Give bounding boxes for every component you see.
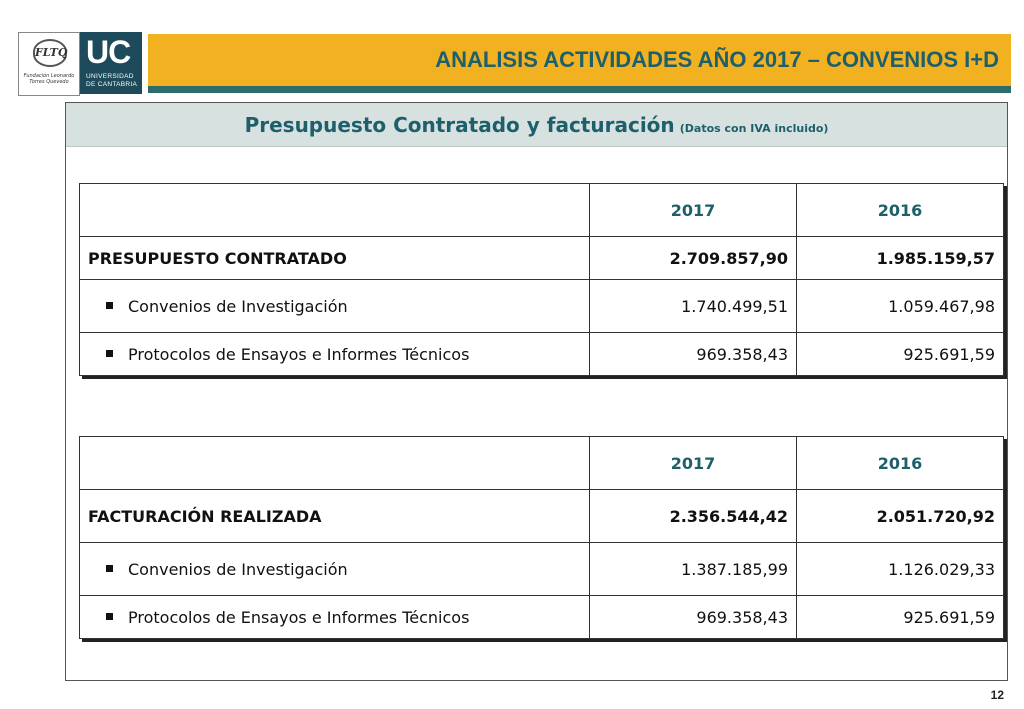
table-row: Convenios de Investigación 1.740.499,51 … xyxy=(79,279,1004,333)
row-label-cell: Protocolos de Ensayos e Informes Técnico… xyxy=(79,595,590,639)
table-row: Convenios de Investigación 1.387.185,99 … xyxy=(79,542,1004,596)
uc-logo-line-2: DE CANTABRIA xyxy=(86,81,138,88)
bullet-icon xyxy=(106,564,113,572)
bullet-icon xyxy=(106,301,113,309)
section-title: Presupuesto Contratado y facturación xyxy=(244,113,675,137)
row-label: Convenios de Investigación xyxy=(128,296,348,316)
table-header-cell: 2016 xyxy=(796,436,1004,490)
row-label: Convenios de Investigación xyxy=(128,559,348,579)
value-2016: 2.051.720,92 xyxy=(796,489,1004,543)
uc-logo-mark: UC xyxy=(86,34,131,70)
table-header-cell: 2016 xyxy=(796,183,1004,237)
fltq-logo-subtitle: Fundación Leonardo Torres Quevedo xyxy=(23,73,75,85)
value-2017: 2.356.544,42 xyxy=(589,489,797,543)
row-label-cell: Convenios de Investigación xyxy=(79,542,590,596)
value-2017: 1.740.499,51 xyxy=(589,279,797,333)
value-2016: 925.691,59 xyxy=(796,595,1004,639)
budget-table: 2017 2016 PRESUPUESTO CONTRATADO 2.709.8… xyxy=(79,183,1004,376)
fltq-logo-mark: FLTQ xyxy=(33,39,67,67)
value-2016: 1.059.467,98 xyxy=(796,279,1004,333)
fltq-logo: FLTQ Fundación Leonardo Torres Quevedo xyxy=(18,32,80,96)
row-label-cell: Protocolos de Ensayos e Informes Técnico… xyxy=(79,332,590,376)
value-2016: 1.126.029,33 xyxy=(796,542,1004,596)
table-row: FACTURACIÓN REALIZADA 2.356.544,42 2.051… xyxy=(79,489,1004,543)
table-row: Protocolos de Ensayos e Informes Técnico… xyxy=(79,332,1004,376)
page-number: 12 xyxy=(990,688,1004,702)
bullet-icon xyxy=(106,349,113,357)
table-row: Protocolos de Ensayos e Informes Técnico… xyxy=(79,595,1004,639)
row-label: FACTURACIÓN REALIZADA xyxy=(79,489,590,543)
page-title: ANALISIS ACTIVIDADES AÑO 2017 – CONVENIO… xyxy=(435,47,999,72)
row-label: PRESUPUESTO CONTRATADO xyxy=(79,236,590,280)
table-header-cell xyxy=(79,183,590,237)
row-label: Protocolos de Ensayos e Informes Técnico… xyxy=(128,607,470,627)
value-2017: 969.358,43 xyxy=(589,332,797,376)
value-2016: 1.985.159,57 xyxy=(796,236,1004,280)
table-header-row: 2017 2016 xyxy=(79,436,1004,490)
value-2017: 1.387.185,99 xyxy=(589,542,797,596)
table-header-cell xyxy=(79,436,590,490)
uc-logo-subtitle: UNIVERSIDAD DE CANTABRIA xyxy=(86,73,137,89)
title-bar: ANALISIS ACTIVIDADES AÑO 2017 – CONVENIO… xyxy=(148,34,1011,93)
table-header-row: 2017 2016 xyxy=(79,183,1004,237)
row-label-cell: Convenios de Investigación xyxy=(79,279,590,333)
uc-logo-line-1: UNIVERSIDAD xyxy=(86,73,134,80)
value-2016: 925.691,59 xyxy=(796,332,1004,376)
section-header: Presupuesto Contratado y facturación (Da… xyxy=(66,103,1007,147)
value-2017: 2.709.857,90 xyxy=(589,236,797,280)
bullet-icon xyxy=(106,612,113,620)
value-2017: 969.358,43 xyxy=(589,595,797,639)
title-underline xyxy=(148,86,1011,93)
table-header-cell: 2017 xyxy=(589,436,797,490)
billing-table: 2017 2016 FACTURACIÓN REALIZADA 2.356.54… xyxy=(79,436,1004,639)
section-note: (Datos con IVA incluido) xyxy=(679,122,829,135)
table-row: PRESUPUESTO CONTRATADO 2.709.857,90 1.98… xyxy=(79,236,1004,280)
uc-logo: UC UNIVERSIDAD DE CANTABRIA xyxy=(80,32,142,94)
row-label: Protocolos de Ensayos e Informes Técnico… xyxy=(128,344,470,364)
table-header-cell: 2017 xyxy=(589,183,797,237)
